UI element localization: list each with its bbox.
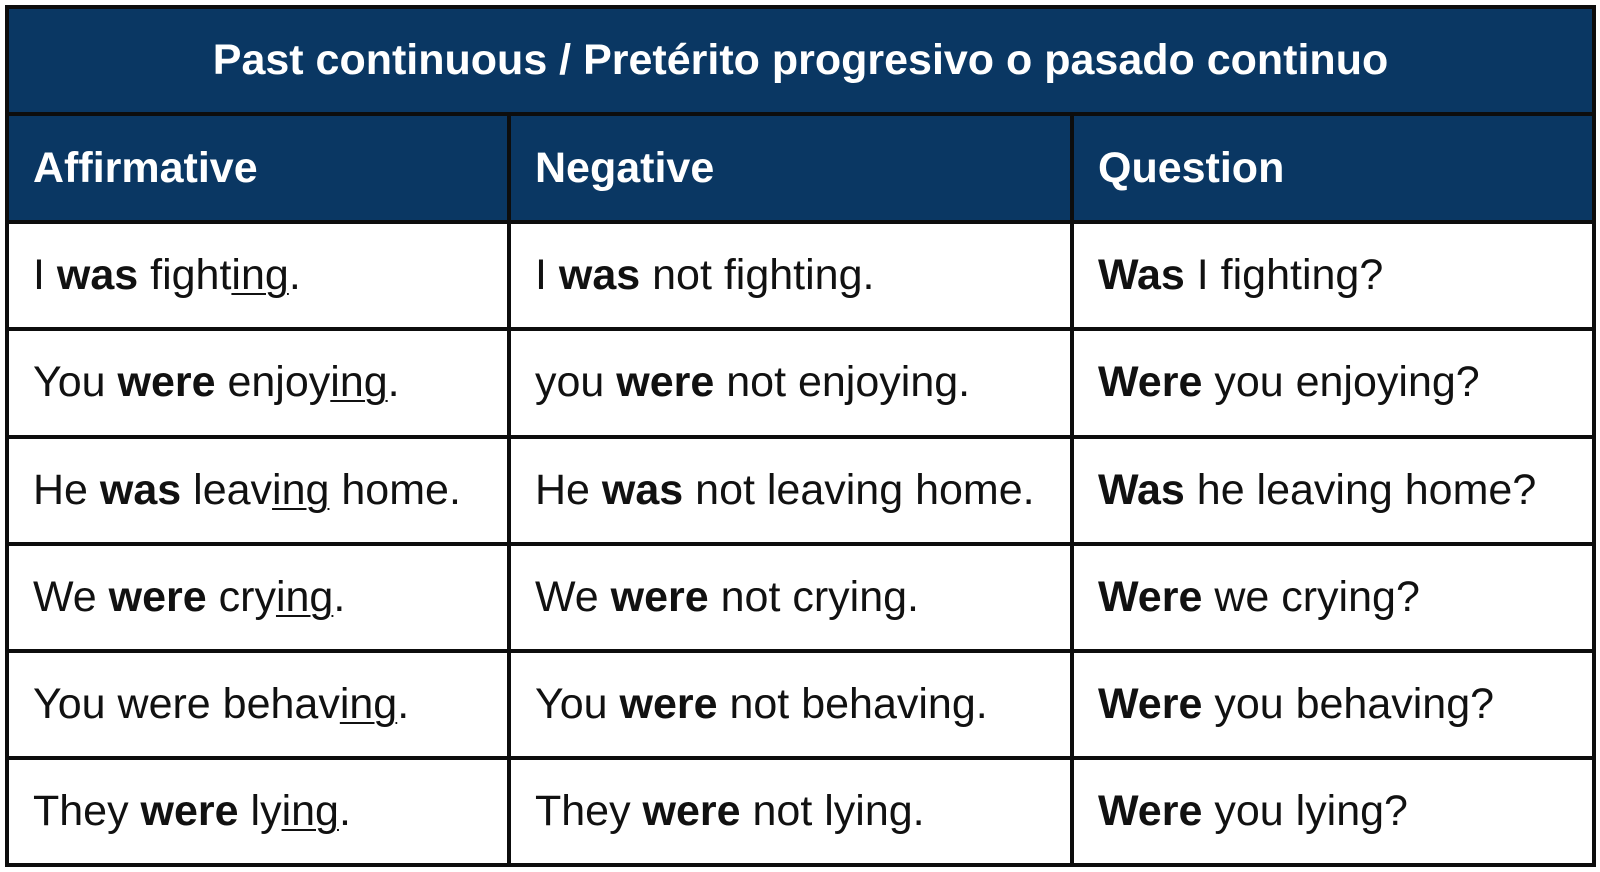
- question-cell: Were you lying?: [1070, 755, 1596, 868]
- sentence-text: you enjoying?: [1202, 358, 1480, 407]
- sentence-text: you: [535, 358, 617, 407]
- bold-auxiliary-text: Were: [1098, 679, 1203, 728]
- bold-auxiliary-text: were: [619, 679, 718, 728]
- sentence-text: .: [288, 251, 301, 300]
- bold-auxiliary-text: were: [140, 786, 239, 835]
- underlined-ending-text: ing: [231, 251, 289, 300]
- table-row: You were behaving. You were not behaving.…: [5, 648, 1596, 760]
- sentence-text: We: [33, 572, 109, 621]
- column-header-affirmative: Affirmative: [5, 112, 511, 225]
- sentence-text: leav: [181, 465, 273, 514]
- table-title: Past continuous / Pretérito progresivo o…: [5, 4, 1596, 117]
- column-header-question: Question: [1070, 112, 1596, 225]
- bold-auxiliary-text: Were: [1098, 358, 1203, 407]
- sentence-text: .: [397, 679, 410, 728]
- sentence-text: You: [535, 679, 620, 728]
- sentence-text: enjoy: [215, 358, 331, 407]
- bold-auxiliary-text: was: [99, 465, 182, 514]
- negative-cell: We were not crying.: [507, 541, 1074, 653]
- table-row: They were lying. They were not lying. Were…: [5, 755, 1596, 868]
- sentence-text: not leaving home.: [683, 465, 1035, 514]
- affirmative-cell: I was fighting.: [5, 220, 511, 332]
- bold-auxiliary-text: was: [558, 251, 641, 300]
- affirmative-cell: You were enjoying.: [5, 327, 511, 439]
- question-cell: Was I fighting?: [1070, 220, 1596, 332]
- sentence-text: not behaving.: [717, 679, 988, 728]
- sentence-text: I fighting?: [1184, 251, 1384, 300]
- sentence-text: I: [535, 251, 559, 300]
- affirmative-cell: He was leaving home.: [5, 434, 511, 546]
- affirmative-cell: You were behaving.: [5, 648, 511, 760]
- negative-cell: He was not leaving home.: [507, 434, 1074, 546]
- sentence-text: .: [338, 786, 351, 835]
- sentence-text: I: [33, 251, 57, 300]
- negative-cell: I was not fighting.: [507, 220, 1074, 332]
- sentence-text: not enjoying.: [714, 358, 971, 407]
- bold-auxiliary-text: were: [610, 572, 709, 621]
- underlined-ending-text: ing: [339, 679, 398, 728]
- past-continuous-table: Past continuous / Pretérito progresivo o…: [5, 4, 1596, 868]
- underlined-ending-text: ing: [275, 572, 334, 621]
- underlined-ending-text: ing: [272, 465, 330, 514]
- bold-auxiliary-text: Were: [1098, 786, 1203, 835]
- bold-auxiliary-text: were: [616, 358, 715, 407]
- bold-auxiliary-text: were: [117, 358, 216, 407]
- sentence-text: They: [33, 786, 141, 835]
- question-cell: Were you behaving?: [1070, 648, 1596, 760]
- affirmative-cell: They were lying.: [5, 755, 511, 868]
- sentence-text: cry: [206, 572, 276, 621]
- bold-auxiliary-text: was: [56, 251, 139, 300]
- bold-auxiliary-text: Were: [1098, 572, 1203, 621]
- question-cell: Was he leaving home?: [1070, 434, 1596, 546]
- sentence-text: We: [535, 572, 611, 621]
- negative-cell: You were not behaving.: [507, 648, 1074, 760]
- table-row: I was fighting. I was not fighting. Was I …: [5, 220, 1596, 332]
- bold-auxiliary-text: was: [601, 465, 684, 514]
- sentence-text: he leaving home?: [1184, 465, 1537, 514]
- sentence-text: They: [535, 786, 643, 835]
- sentence-text: You: [33, 358, 118, 407]
- underlined-ending-text: ing: [281, 786, 339, 835]
- table-row: He was leaving home. He was not leaving h…: [5, 434, 1596, 546]
- sentence-text: home.: [329, 465, 461, 514]
- bold-auxiliary-text: were: [642, 786, 741, 835]
- affirmative-cell: We were crying.: [5, 541, 511, 653]
- sentence-text: .: [333, 572, 346, 621]
- sentence-text: You were behav: [33, 679, 340, 728]
- sentence-text: not lying.: [740, 786, 925, 835]
- sentence-text: He: [33, 465, 100, 514]
- sentence-text: we crying?: [1202, 572, 1420, 621]
- question-cell: Were we crying?: [1070, 541, 1596, 653]
- sentence-text: not fighting.: [640, 251, 875, 300]
- sentence-text: you lying?: [1202, 786, 1408, 835]
- negative-cell: They were not lying.: [507, 755, 1074, 868]
- sentence-text: not crying.: [708, 572, 920, 621]
- sentence-text: He: [535, 465, 602, 514]
- bold-auxiliary-text: Was: [1098, 465, 1185, 514]
- bold-auxiliary-text: Was: [1098, 251, 1185, 300]
- sentence-text: .: [387, 358, 400, 407]
- table-row: We were crying. We were not crying. Were w…: [5, 541, 1596, 653]
- sentence-text: ly: [238, 786, 282, 835]
- bold-auxiliary-text: were: [108, 572, 207, 621]
- column-header-negative: Negative: [507, 112, 1074, 225]
- sentence-text: fight: [138, 251, 232, 300]
- question-cell: Were you enjoying?: [1070, 327, 1596, 439]
- table-row: You were enjoying. you were not enjoying.…: [5, 327, 1596, 439]
- negative-cell: you were not enjoying.: [507, 327, 1074, 439]
- column-header-row: Affirmative Negative Question: [5, 112, 1596, 225]
- sentence-text: you behaving?: [1202, 679, 1495, 728]
- underlined-ending-text: ing: [330, 358, 388, 407]
